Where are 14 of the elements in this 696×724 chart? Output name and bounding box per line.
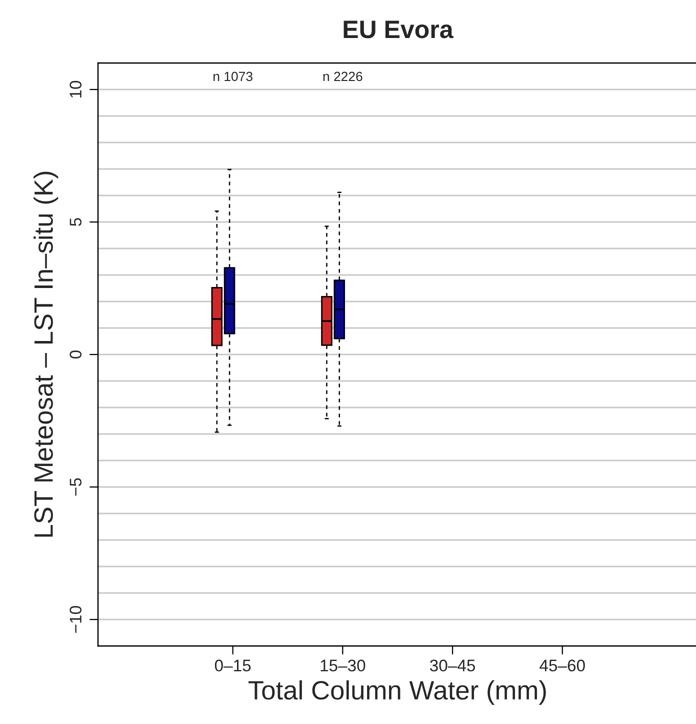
y-tick-label: −5 (70, 478, 82, 496)
chart-title: EU Evora (344, 20, 454, 38)
y-tick-label: −10 (70, 606, 82, 633)
x-axis-title: Total Column Water (mm) (248, 680, 546, 705)
annotation: n 1073 (214, 72, 252, 82)
y-tick-label: 0 (70, 350, 82, 358)
annotation: n 2226 (323, 72, 362, 82)
y-tick-label: 5 (70, 218, 82, 226)
x-tick-label: 15–30 (320, 660, 366, 672)
y-tick-label: 10 (70, 80, 82, 98)
x-tick-label: 45–60 (540, 660, 585, 672)
x-tick-label: 0–15 (214, 660, 251, 672)
y-axis-title: LST Meteosat – LST In–situ (K) (34, 172, 58, 537)
x-tick-label: 30–45 (430, 660, 475, 672)
